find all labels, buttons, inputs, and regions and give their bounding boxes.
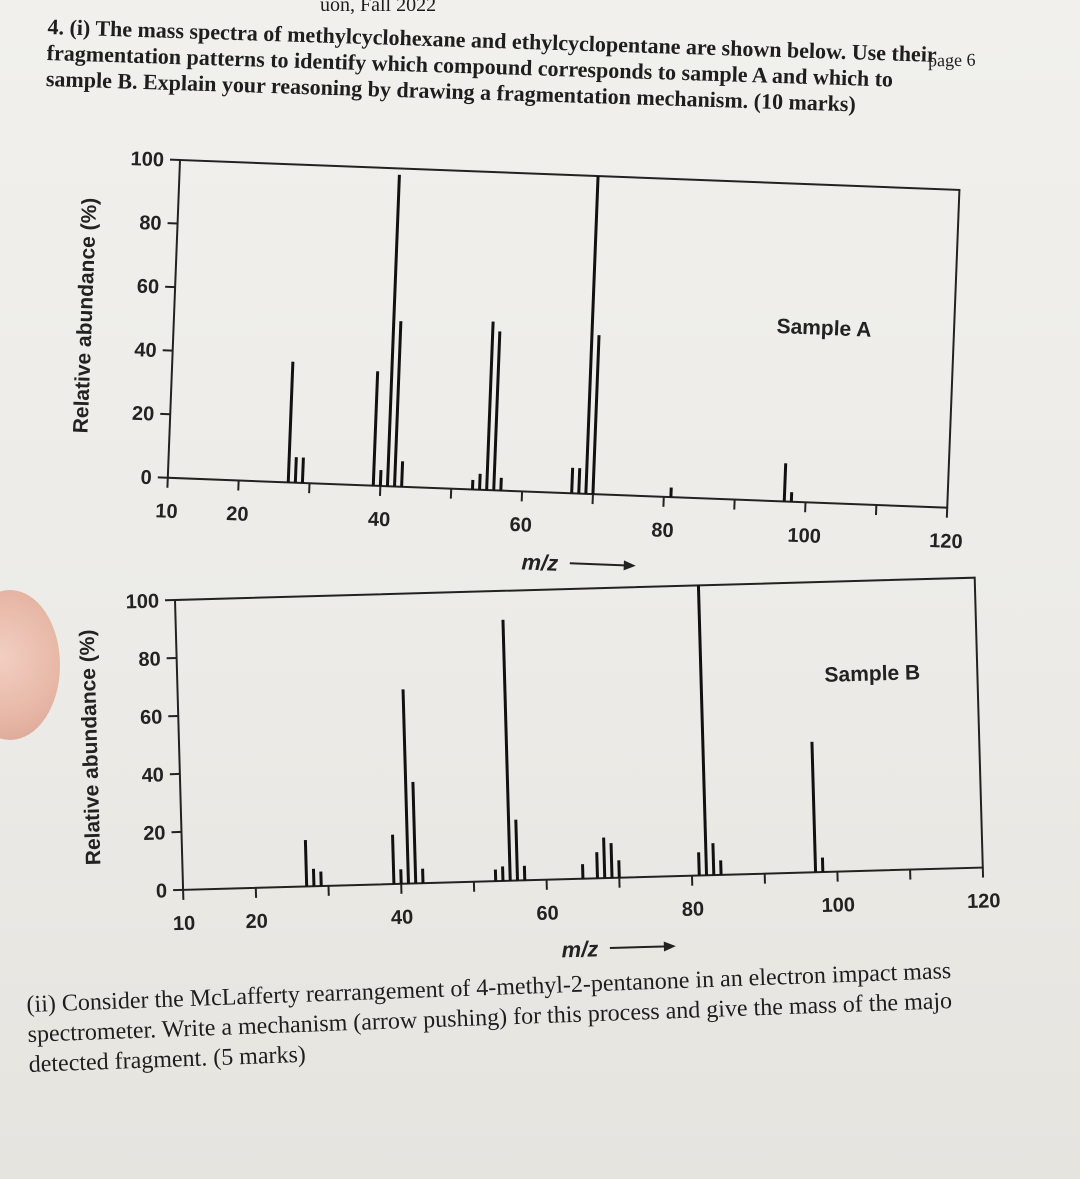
- spectrum-bar: [286, 361, 295, 483]
- spectrum-bar: [697, 852, 701, 876]
- spectrum-bar: [378, 469, 383, 486]
- x-tick-label: 100: [787, 525, 821, 548]
- spectrum-bar: [577, 468, 582, 494]
- x-tick-label: 80: [682, 898, 705, 921]
- spectrum-bar: [371, 371, 380, 486]
- spectrum-bar: [401, 689, 410, 884]
- x-tick-label: 40: [368, 508, 391, 531]
- x-axis-arrowhead: [663, 941, 676, 952]
- spectrum-bar: [303, 840, 309, 887]
- x-tick-label: 120: [929, 530, 963, 553]
- x-tick-label: 100: [821, 894, 855, 917]
- mass-spectrum-sample-a: 0 20 40 60 80 100 10 20 40 60 80 100 120 Sample A m/z R…: [69, 148, 963, 576]
- spectrum-bar: [411, 781, 418, 884]
- spectrum-bar: [393, 321, 403, 487]
- x-tick-label: 40: [391, 906, 414, 929]
- x-tick-label: 60: [536, 902, 559, 925]
- x-axis-arrowhead: [623, 560, 636, 571]
- spectrum-bar: [492, 331, 502, 491]
- sample-label: Sample A: [776, 315, 872, 342]
- spectrum-bar: [711, 843, 716, 876]
- y-tick-label: 100: [130, 148, 164, 171]
- spectrum-bar: [602, 837, 607, 879]
- x-axis-label: m/z: [521, 549, 559, 575]
- x-tick-label: 60: [509, 514, 532, 537]
- course-header: uon, Fall 2022: [320, 0, 437, 16]
- x-axis-arrow: [569, 562, 628, 567]
- y-tick-label: 80: [139, 212, 162, 235]
- spectrum-bar: [514, 819, 520, 881]
- y-tick-label: 60: [140, 706, 163, 729]
- spectrum-bar: [385, 174, 401, 487]
- plot-frame: [173, 576, 984, 891]
- y-tick-label: 20: [132, 403, 155, 426]
- y-tick-label: 60: [136, 276, 159, 299]
- sample-label: Sample B: [824, 661, 920, 687]
- spectrum-bar: [584, 176, 600, 494]
- spectrum-bar: [478, 473, 482, 490]
- x-axis-arrow: [609, 945, 668, 949]
- plot-frame: [166, 158, 961, 509]
- x-tick-label: 10: [173, 913, 196, 936]
- spectrum-bar: [810, 741, 818, 873]
- x-tick-label: 10: [155, 500, 178, 523]
- x-tick-label: 120: [967, 890, 1001, 913]
- spectrum-bar: [591, 335, 601, 495]
- spectrum-bar: [485, 321, 495, 491]
- y-tick-label: 0: [140, 467, 152, 489]
- mass-spectrum-sample-b: 0 20 40 60 80 100 10 20 40 60 80 100 120 Sample B m/z R…: [76, 576, 1001, 962]
- chart-rotation-group: 0 20 40 60 80 100 10 20 40 60 80 100 120 Sample B m/z R…: [76, 576, 1001, 962]
- spectrum-bar: [501, 619, 512, 881]
- spectrum-bar: [300, 457, 305, 483]
- y-tick-label: 80: [138, 648, 161, 671]
- spectrum-bar: [400, 461, 405, 487]
- spectrum-bar: [782, 463, 788, 502]
- spectrum-bar: [391, 834, 396, 885]
- y-tick-label: 40: [134, 339, 157, 362]
- spectrum-bar: [609, 843, 614, 878]
- spectrum-bar: [595, 852, 599, 879]
- y-axis-label: Relative abundance (%): [69, 197, 101, 433]
- chart-rotation-group: 0 20 40 60 80 100 10 20 40 60 80 100 120 Sample A m/z R…: [69, 148, 963, 576]
- y-axis-label: Relative abundance (%): [76, 629, 106, 865]
- x-tick-label: 20: [245, 911, 268, 934]
- spectrum-bar: [293, 457, 298, 483]
- spectrum-bar: [570, 467, 575, 494]
- x-tick-label: 20: [226, 503, 249, 526]
- spectrum-bar: [696, 585, 709, 876]
- y-tick-label: 0: [156, 880, 168, 902]
- x-tick-label: 80: [651, 519, 674, 542]
- y-tick-label: 100: [125, 590, 159, 613]
- y-tick-label: 20: [143, 822, 166, 845]
- y-tick-label: 40: [141, 764, 164, 787]
- x-axis-label: m/z: [561, 936, 598, 962]
